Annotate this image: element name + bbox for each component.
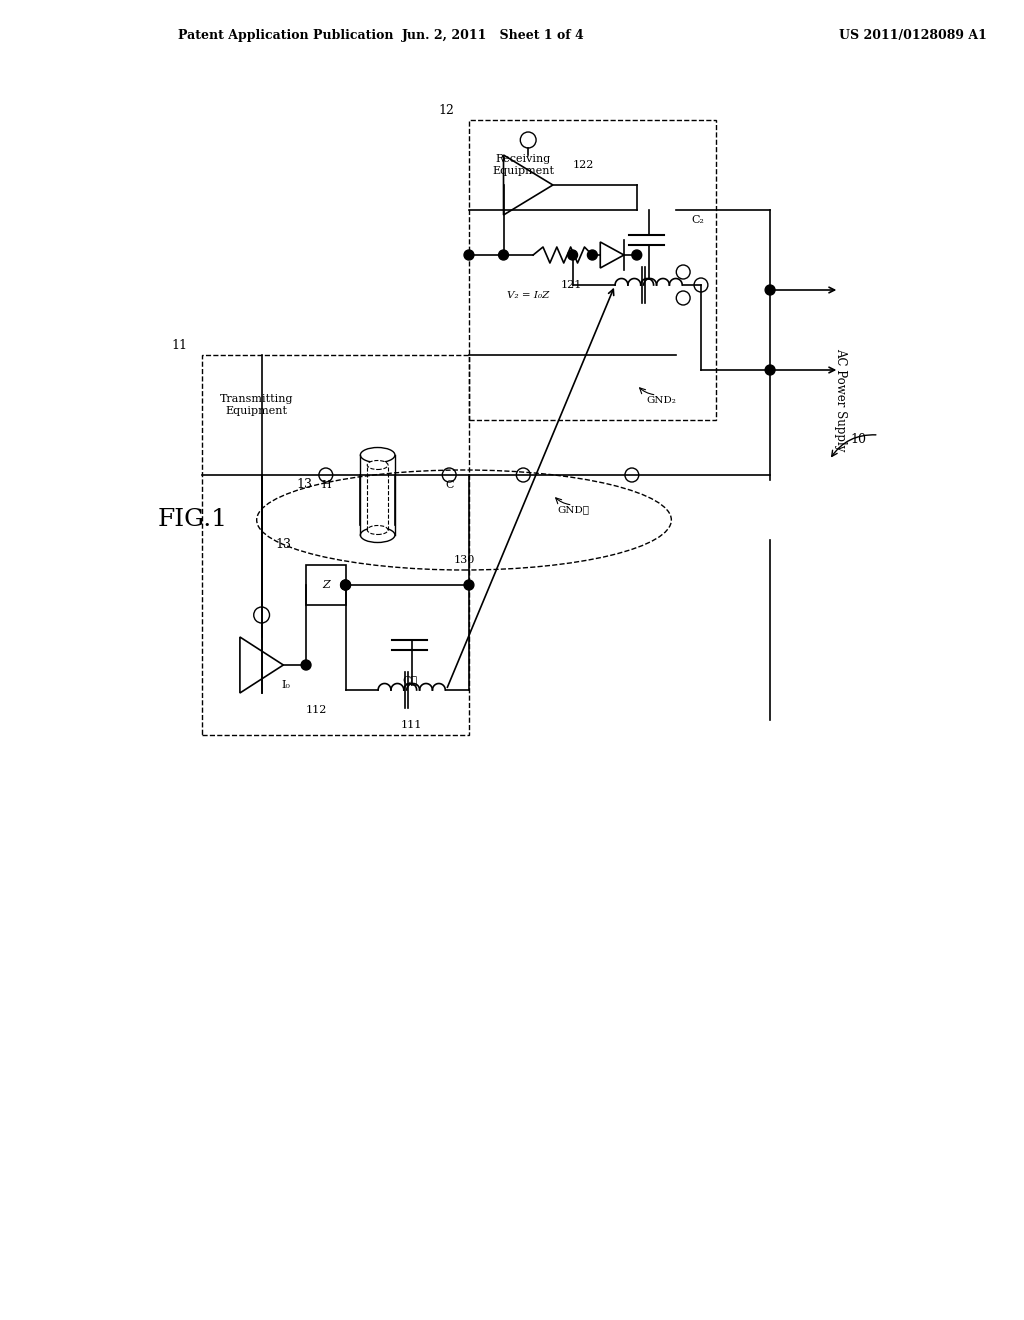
Text: Transmitting
Equipment: Transmitting Equipment <box>220 395 294 416</box>
Text: I₀: I₀ <box>282 680 291 690</box>
Circle shape <box>341 579 350 590</box>
Text: V₂ = I₀Z: V₂ = I₀Z <box>507 290 550 300</box>
Circle shape <box>567 249 578 260</box>
Text: 130: 130 <box>454 554 475 565</box>
Text: Jun. 2, 2011   Sheet 1 of 4: Jun. 2, 2011 Sheet 1 of 4 <box>402 29 585 41</box>
Bar <box>306 565 345 605</box>
Text: 11: 11 <box>172 338 187 351</box>
Circle shape <box>464 579 474 590</box>
Ellipse shape <box>360 528 395 543</box>
Ellipse shape <box>368 525 388 535</box>
Text: FIG.1: FIG.1 <box>158 508 228 532</box>
Text: 13: 13 <box>275 539 291 552</box>
Text: 122: 122 <box>572 160 594 170</box>
Circle shape <box>765 285 775 294</box>
Circle shape <box>341 579 350 590</box>
Text: 121: 121 <box>561 280 583 290</box>
Circle shape <box>499 249 509 260</box>
Circle shape <box>301 660 311 671</box>
Circle shape <box>588 249 597 260</box>
Text: 12: 12 <box>438 103 455 116</box>
Text: GND⁁: GND⁁ <box>558 506 590 515</box>
Text: C₂: C₂ <box>691 215 703 224</box>
Bar <box>469 120 716 420</box>
Text: 111: 111 <box>401 719 422 730</box>
Text: Patent Application Publication: Patent Application Publication <box>178 29 393 41</box>
Ellipse shape <box>360 447 395 462</box>
Text: GND₂: GND₂ <box>647 396 677 404</box>
Text: Receiving
Equipment: Receiving Equipment <box>493 154 554 176</box>
Text: 10: 10 <box>851 433 867 446</box>
Text: 13: 13 <box>296 479 312 491</box>
Bar <box>203 355 469 735</box>
Text: H: H <box>321 480 331 490</box>
Circle shape <box>632 249 642 260</box>
Text: Z: Z <box>322 579 330 590</box>
Text: 112: 112 <box>306 705 328 715</box>
Text: US 2011/0128089 A1: US 2011/0128089 A1 <box>840 29 987 41</box>
Ellipse shape <box>368 461 388 470</box>
Circle shape <box>464 249 474 260</box>
Text: C: C <box>445 480 454 490</box>
Text: AC Power Supply: AC Power Supply <box>835 348 847 451</box>
Text: C⁁: C⁁ <box>402 675 418 685</box>
Circle shape <box>765 366 775 375</box>
